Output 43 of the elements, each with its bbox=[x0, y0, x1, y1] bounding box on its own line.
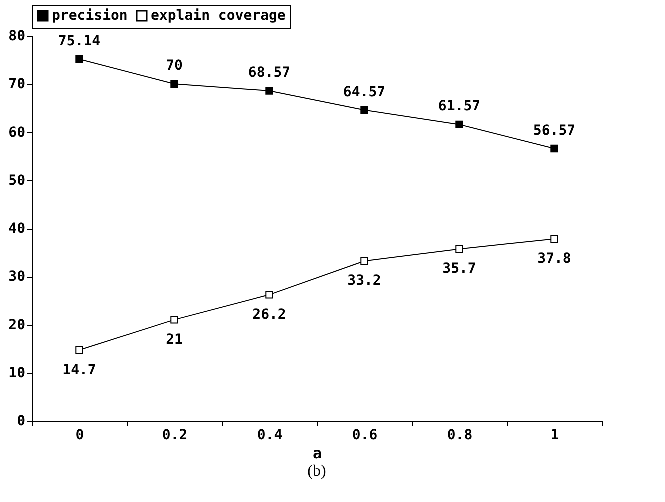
data-label: 68.57 bbox=[248, 65, 291, 82]
data-label: 75.14 bbox=[58, 33, 101, 50]
data-label: 33.2 bbox=[348, 273, 382, 290]
x-tick-label: 0.8 bbox=[447, 428, 473, 444]
point bbox=[76, 56, 84, 64]
point bbox=[360, 106, 368, 114]
x-tick-label: 1 bbox=[550, 428, 560, 444]
x-axis-title: a bbox=[312, 444, 322, 462]
point bbox=[170, 80, 178, 88]
x-tick-label: 0 bbox=[76, 428, 84, 444]
y-tick-label: 20 bbox=[8, 317, 26, 334]
data-label: 56.57 bbox=[533, 122, 576, 139]
y-tick-label: 80 bbox=[8, 28, 26, 44]
y-tick-label: 10 bbox=[8, 365, 26, 382]
data-label: 26.2 bbox=[252, 306, 286, 323]
point bbox=[170, 316, 178, 324]
data-label: 14.7 bbox=[62, 362, 96, 378]
point bbox=[360, 257, 368, 266]
y-tick-label: 60 bbox=[8, 124, 26, 141]
point bbox=[76, 346, 84, 354]
data-label: 37.8 bbox=[538, 251, 572, 268]
y-tick-label: 70 bbox=[8, 76, 26, 93]
legend-label: precision bbox=[52, 8, 128, 24]
point bbox=[266, 87, 274, 95]
point bbox=[550, 144, 558, 153]
point bbox=[266, 291, 274, 299]
data-label: 35.7 bbox=[442, 261, 476, 278]
point bbox=[456, 245, 464, 254]
x-tick-label: 0.4 bbox=[257, 428, 283, 444]
data-label: 21 bbox=[166, 332, 183, 348]
y-tick-label: 0 bbox=[17, 414, 26, 430]
y-tick-label: 50 bbox=[8, 172, 26, 189]
point bbox=[456, 120, 464, 129]
x-tick-label: 0.6 bbox=[352, 428, 378, 444]
legend-label: explain coverage bbox=[151, 8, 286, 24]
text: (b) bbox=[308, 463, 326, 480]
x-tick-label: 0.2 bbox=[162, 428, 188, 444]
data-label: 70 bbox=[166, 58, 183, 74]
point bbox=[550, 235, 558, 243]
data-label: 61.57 bbox=[438, 98, 481, 115]
data-label: 64.57 bbox=[343, 84, 386, 100]
y-tick-label: 30 bbox=[8, 269, 26, 286]
y-tick-label: 40 bbox=[8, 221, 26, 237]
